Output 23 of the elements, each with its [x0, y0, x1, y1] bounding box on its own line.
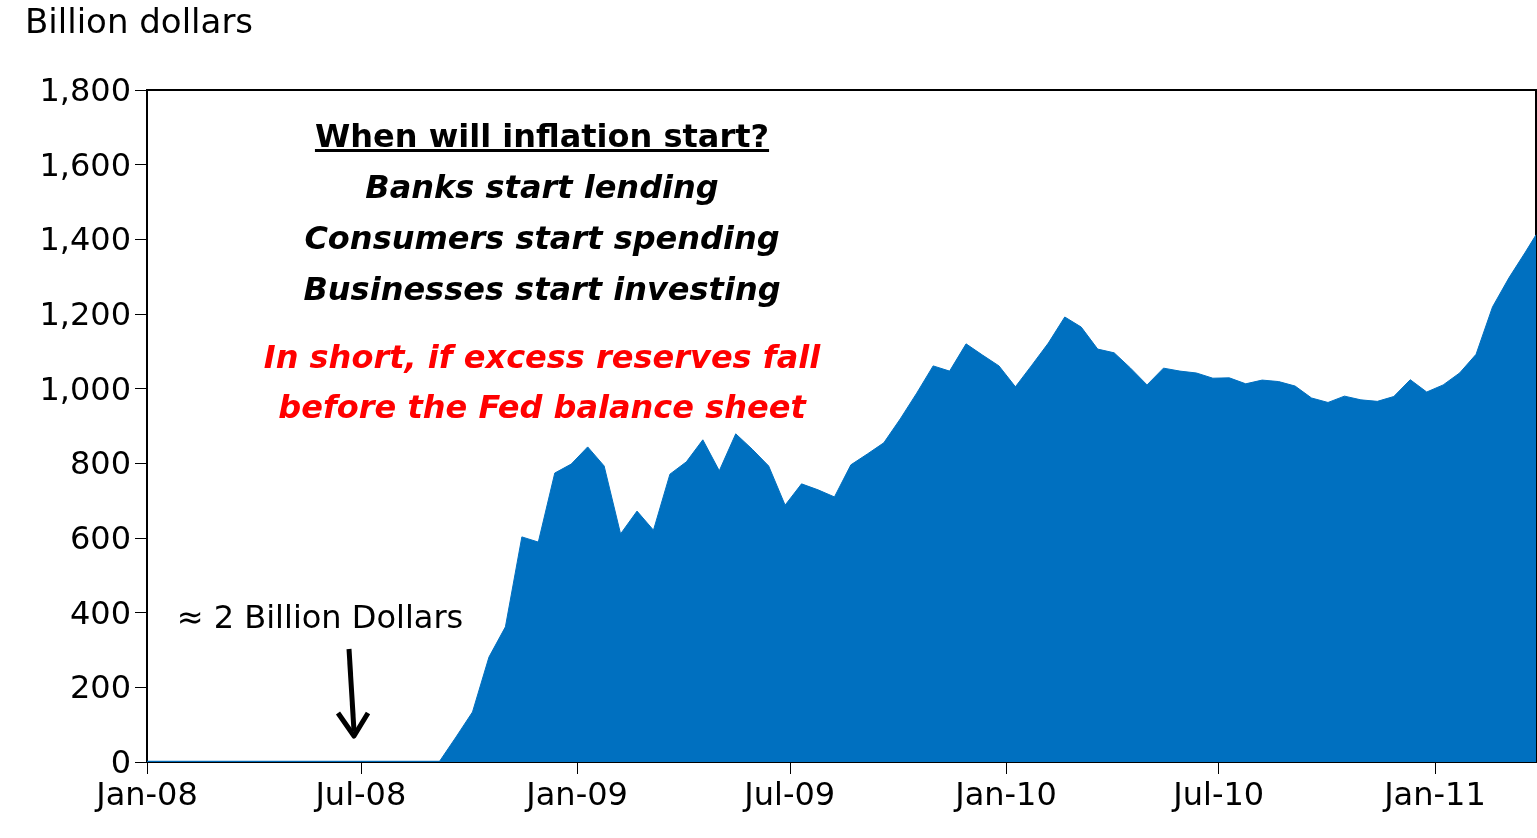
x-tick-label: Jan-09 [524, 775, 628, 813]
annotation: Banks start lending [364, 167, 720, 207]
annotation: before the Fed balance sheet [277, 387, 808, 427]
annotation: Consumers start spending [303, 218, 781, 258]
x-tick-label: Jan-10 [953, 775, 1057, 813]
y-axis-title: Billion dollars [25, 1, 254, 41]
x-tick-label: Jul-09 [742, 775, 836, 813]
y-tick-label: 600 [69, 519, 131, 557]
y-tick-label: 1,400 [39, 220, 131, 259]
y-tick-label: 400 [69, 593, 131, 632]
annotation: Businesses start investing [302, 269, 782, 309]
y-tick-label: 1,200 [39, 295, 131, 333]
x-tick-label: Jul-08 [313, 775, 407, 813]
y-tick-label: 200 [69, 668, 131, 707]
annotation: When will inflation start? [313, 116, 771, 156]
y-tick-label: 1,800 [39, 71, 131, 109]
annotation: ≈ 2 Billion Dollars [176, 598, 464, 636]
annotation: In short, if excess reserves fall [262, 337, 822, 377]
y-tick-label: 1,000 [39, 369, 131, 408]
y-tick-label: 800 [69, 444, 131, 483]
x-tick-label: Jul-10 [1171, 775, 1265, 813]
y-tick-label: 1,600 [39, 145, 131, 184]
x-tick-label: Jan-11 [1382, 775, 1486, 813]
